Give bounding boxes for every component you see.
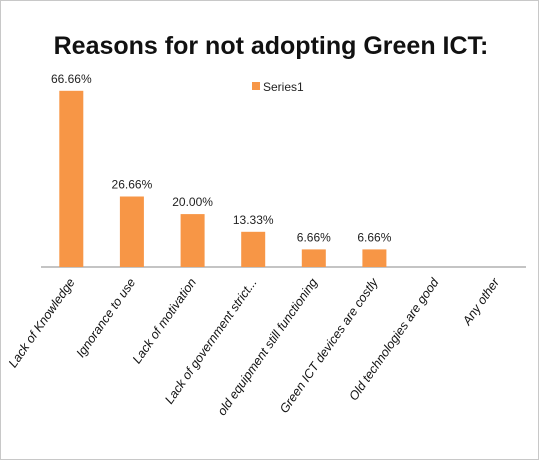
data-labels-group: 66.66% 26.66% 20.00% 13.33% 6.66% 6.66%	[51, 72, 392, 245]
bar	[180, 214, 205, 267]
data-label: 26.66%	[112, 178, 153, 192]
bar	[119, 196, 144, 267]
legend-swatch	[252, 82, 260, 90]
bar	[59, 90, 84, 267]
chart-title: Reasons for not adopting Green ICT:	[54, 32, 489, 60]
category-label: Any other	[459, 275, 502, 328]
data-label: 13.33%	[233, 213, 274, 227]
category-label: Lack of motivation	[130, 276, 199, 367]
category-label: Lack of Knowledge	[6, 276, 78, 371]
category-label: Ignorance to use	[73, 276, 138, 360]
data-label: 66.66%	[51, 72, 92, 86]
data-label: 6.66%	[357, 230, 391, 244]
bar	[241, 231, 266, 267]
bars-group	[59, 90, 387, 267]
category-label: Green ICT devices are costly	[277, 275, 381, 416]
bar	[301, 249, 326, 267]
bar	[362, 249, 387, 267]
data-label: 6.66%	[297, 230, 331, 244]
data-label: 20.00%	[172, 195, 213, 209]
category-label: old equipment still functioning	[215, 276, 321, 418]
legend-label: Series1	[263, 80, 304, 94]
